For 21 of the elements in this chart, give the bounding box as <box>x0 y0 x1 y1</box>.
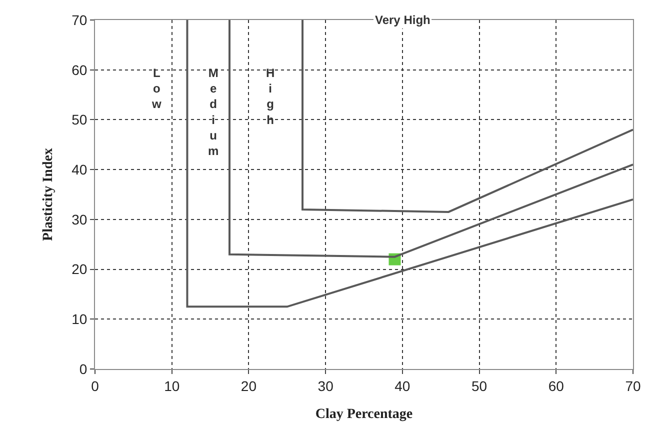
y-tick-label: 70 <box>72 12 88 28</box>
x-tick-label: 40 <box>394 378 410 394</box>
x-tick-label: 70 <box>625 378 641 394</box>
x-tick-label: 0 <box>91 378 100 394</box>
y-tick-label: 50 <box>72 112 88 128</box>
y-tick-label: 40 <box>72 161 88 178</box>
y-tick-label: 20 <box>72 261 88 278</box>
x-tick-label: 20 <box>240 378 257 394</box>
annotation: Low <box>151 66 162 112</box>
x-axis-title: Clay Percentage <box>315 407 413 422</box>
x-tick-label: 30 <box>318 378 334 394</box>
y-tick-label: 10 <box>72 311 88 328</box>
y-tick-label: 60 <box>72 62 88 78</box>
y-axis-title: Plasticity Index <box>41 148 56 241</box>
y-tick-label: 30 <box>72 211 88 228</box>
x-tick-label: 50 <box>472 378 488 394</box>
x-tick-label: 10 <box>164 378 180 394</box>
annotation: Very High <box>375 13 430 27</box>
annotation: High <box>266 66 275 127</box>
y-tick-label: 0 <box>79 360 88 377</box>
x-tick-label: 60 <box>548 378 564 394</box>
